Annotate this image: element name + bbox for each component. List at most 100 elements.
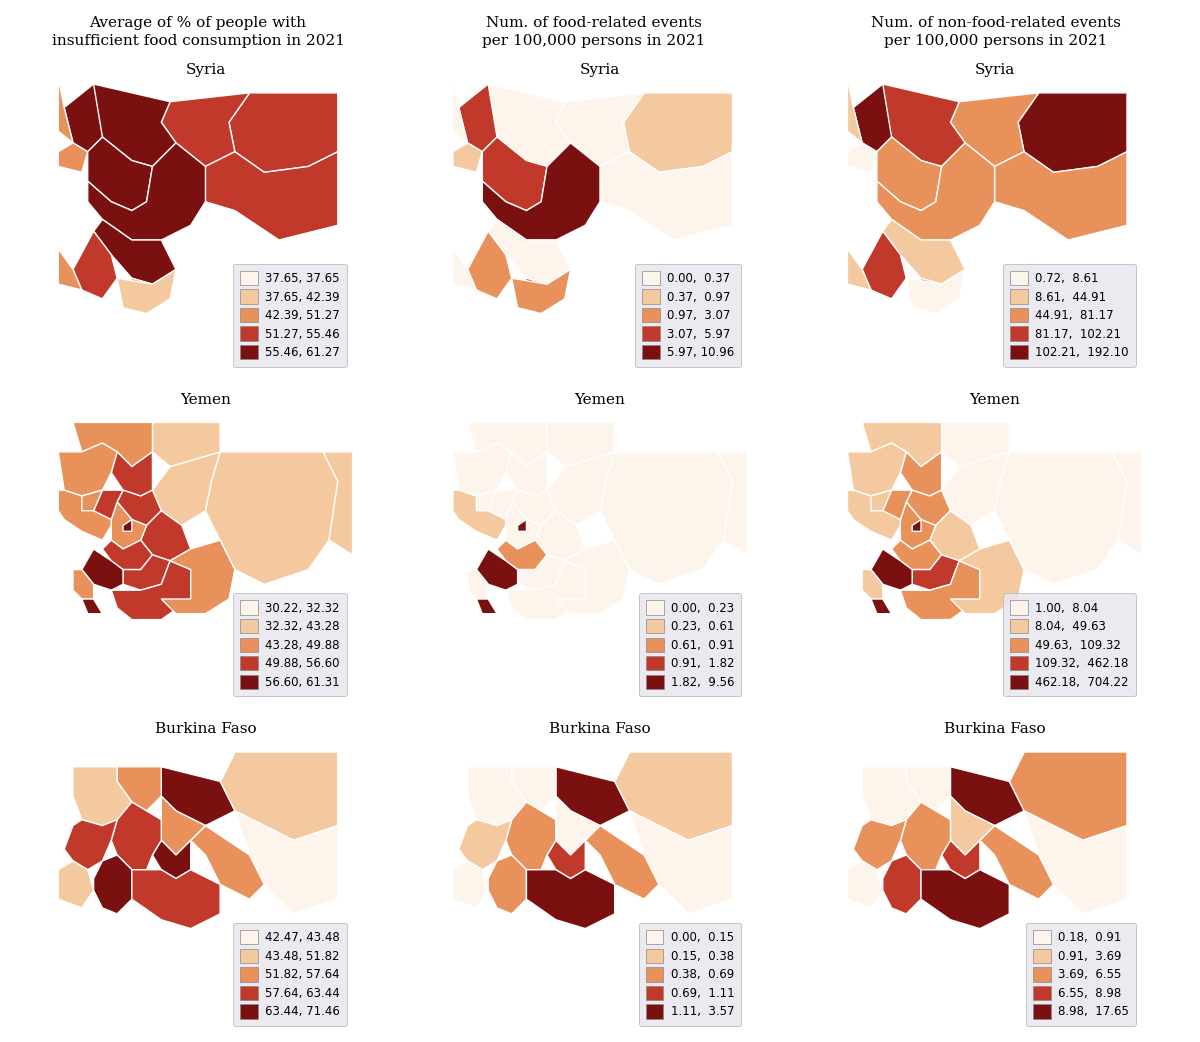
- Polygon shape: [452, 861, 488, 908]
- Polygon shape: [1009, 752, 1127, 840]
- Polygon shape: [118, 490, 161, 525]
- Polygon shape: [488, 220, 570, 284]
- Polygon shape: [94, 220, 176, 284]
- Polygon shape: [161, 796, 205, 855]
- Polygon shape: [659, 643, 712, 672]
- Polygon shape: [883, 490, 912, 520]
- Title: Syria: Syria: [185, 63, 226, 77]
- Polygon shape: [264, 643, 317, 672]
- Polygon shape: [1054, 643, 1106, 672]
- Polygon shape: [547, 840, 586, 878]
- Polygon shape: [205, 452, 338, 585]
- Polygon shape: [847, 249, 871, 290]
- Polygon shape: [64, 820, 118, 870]
- Legend: 0.00,  0.23, 0.23,  0.61, 0.61,  0.91, 0.91,  1.82, 1.82,  9.56: 0.00, 0.23, 0.23, 0.61, 0.61, 0.91, 0.91…: [638, 593, 742, 696]
- Polygon shape: [482, 143, 600, 240]
- Polygon shape: [88, 143, 205, 240]
- Polygon shape: [511, 490, 556, 525]
- Polygon shape: [82, 549, 124, 590]
- Polygon shape: [586, 825, 659, 899]
- Polygon shape: [900, 502, 936, 549]
- Polygon shape: [476, 599, 497, 614]
- Polygon shape: [94, 490, 124, 520]
- Polygon shape: [452, 249, 476, 290]
- Polygon shape: [877, 137, 942, 210]
- Polygon shape: [950, 752, 1024, 825]
- Polygon shape: [871, 490, 892, 511]
- Polygon shape: [847, 861, 883, 908]
- Polygon shape: [132, 870, 220, 928]
- Polygon shape: [488, 490, 517, 520]
- Polygon shape: [862, 767, 922, 825]
- Polygon shape: [506, 561, 586, 620]
- Polygon shape: [922, 870, 1009, 928]
- Polygon shape: [847, 143, 877, 172]
- Title: Syria: Syria: [580, 63, 620, 77]
- Polygon shape: [630, 811, 732, 914]
- Polygon shape: [235, 811, 338, 914]
- Polygon shape: [847, 443, 906, 496]
- Polygon shape: [73, 231, 118, 299]
- Polygon shape: [883, 855, 922, 914]
- Polygon shape: [517, 520, 527, 531]
- Polygon shape: [912, 554, 959, 590]
- Polygon shape: [556, 752, 630, 825]
- Polygon shape: [82, 490, 102, 511]
- Polygon shape: [191, 825, 264, 899]
- Polygon shape: [229, 93, 338, 172]
- Polygon shape: [942, 422, 1009, 467]
- Polygon shape: [624, 93, 732, 172]
- Polygon shape: [220, 752, 338, 840]
- Polygon shape: [152, 840, 191, 878]
- Polygon shape: [930, 511, 980, 561]
- Polygon shape: [73, 570, 94, 599]
- Polygon shape: [458, 820, 511, 870]
- Polygon shape: [488, 855, 527, 914]
- Polygon shape: [124, 554, 170, 590]
- Polygon shape: [118, 767, 161, 811]
- Polygon shape: [476, 549, 517, 590]
- Polygon shape: [906, 767, 950, 811]
- Polygon shape: [468, 570, 488, 599]
- Polygon shape: [892, 540, 942, 570]
- Legend: 0.00,  0.37, 0.37,  0.97, 0.97,  3.07, 3.07,  5.97, 5.97, 10.96: 0.00, 0.37, 0.37, 0.97, 0.97, 3.07, 3.07…: [635, 264, 742, 367]
- Polygon shape: [995, 152, 1127, 240]
- Polygon shape: [506, 502, 541, 549]
- Polygon shape: [452, 78, 468, 143]
- Polygon shape: [112, 502, 146, 549]
- Polygon shape: [900, 802, 950, 870]
- Polygon shape: [506, 452, 547, 496]
- Polygon shape: [476, 84, 570, 167]
- Polygon shape: [452, 143, 482, 172]
- Polygon shape: [950, 93, 1039, 167]
- Title: Yemen: Yemen: [575, 393, 625, 406]
- Polygon shape: [126, 278, 152, 299]
- Polygon shape: [112, 561, 191, 620]
- Legend: 0.18,  0.91, 0.91,  3.69, 3.69,  6.55, 6.55,  8.98, 8.98,  17.65: 0.18, 0.91, 0.91, 3.69, 3.69, 6.55, 6.55…: [1026, 923, 1136, 1025]
- Polygon shape: [82, 599, 102, 614]
- Polygon shape: [980, 825, 1054, 899]
- Polygon shape: [853, 820, 906, 870]
- Polygon shape: [847, 78, 862, 143]
- Polygon shape: [547, 422, 614, 467]
- Title: Burkina Faso: Burkina Faso: [155, 722, 257, 736]
- Polygon shape: [468, 231, 511, 299]
- Legend: 1.00,  8.04, 8.04,  49.63, 49.63,  109.32, 109.32,  462.18, 462.18,  704.22: 1.00, 8.04, 8.04, 49.63, 49.63, 109.32, …: [1003, 593, 1136, 696]
- Polygon shape: [900, 561, 980, 620]
- Polygon shape: [871, 599, 892, 614]
- Polygon shape: [161, 540, 235, 614]
- Polygon shape: [556, 540, 630, 614]
- Polygon shape: [862, 422, 942, 467]
- Polygon shape: [59, 143, 88, 172]
- Polygon shape: [527, 870, 614, 928]
- Polygon shape: [1112, 452, 1141, 554]
- Polygon shape: [906, 490, 950, 525]
- Polygon shape: [511, 270, 570, 314]
- Title: Syria: Syria: [974, 63, 1015, 77]
- Polygon shape: [517, 554, 565, 590]
- Polygon shape: [871, 84, 965, 167]
- Polygon shape: [995, 452, 1127, 585]
- Legend: 0.72,  8.61, 8.61,  44.91, 44.91,  81.17, 81.17,  102.21, 102.21,  192.10: 0.72, 8.61, 8.61, 44.91, 44.91, 81.17, 8…: [1003, 264, 1136, 367]
- Polygon shape: [64, 84, 102, 152]
- Polygon shape: [59, 78, 73, 143]
